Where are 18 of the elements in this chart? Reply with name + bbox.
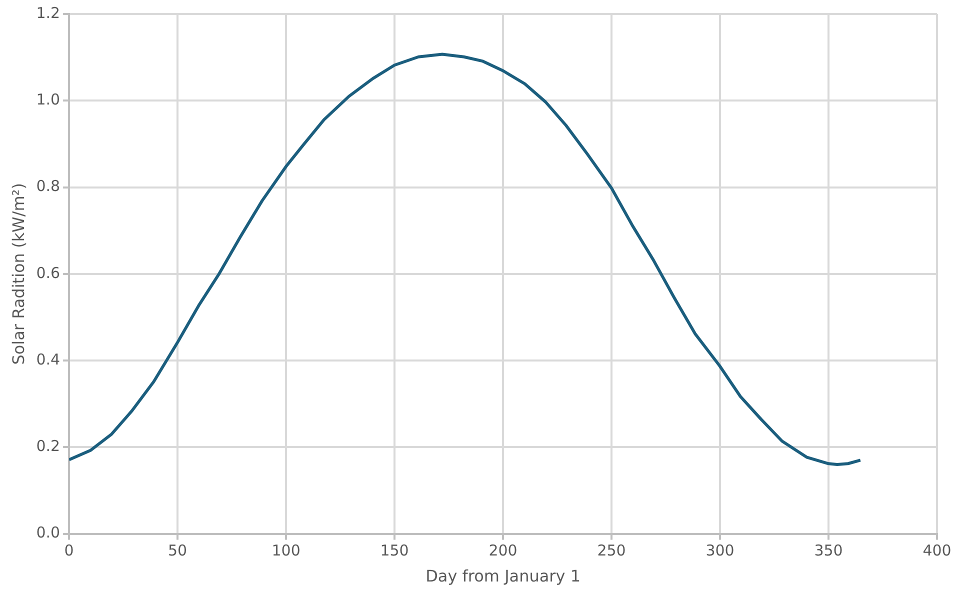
y-tick-label: 0.4 [36, 350, 60, 368]
x-tick-label: 100 [272, 542, 300, 560]
y-axis-title: Solar Radition (kW/m²) [8, 183, 28, 365]
x-tick-label: 150 [380, 542, 409, 560]
x-tick-label: 350 [814, 542, 843, 560]
x-tick-label: 200 [488, 542, 518, 560]
y-tick-label: 0.8 [36, 177, 60, 196]
y-tick-label: 1.2 [36, 4, 60, 22]
x-tick-label: 300 [706, 542, 734, 560]
x-tick-label: 400 [922, 542, 952, 560]
x-axis-title: Day from January 1 [426, 566, 580, 586]
y-tick-label: 1.0 [36, 90, 60, 109]
x-tick-label: 50 [168, 542, 188, 560]
y-tick-label: 0.6 [36, 264, 60, 282]
y-tick-label: 0.2 [36, 437, 60, 456]
y-tick-label: 0.0 [36, 524, 60, 542]
x-tick-label: 250 [597, 542, 626, 560]
x-tick-label: 0 [64, 542, 74, 560]
